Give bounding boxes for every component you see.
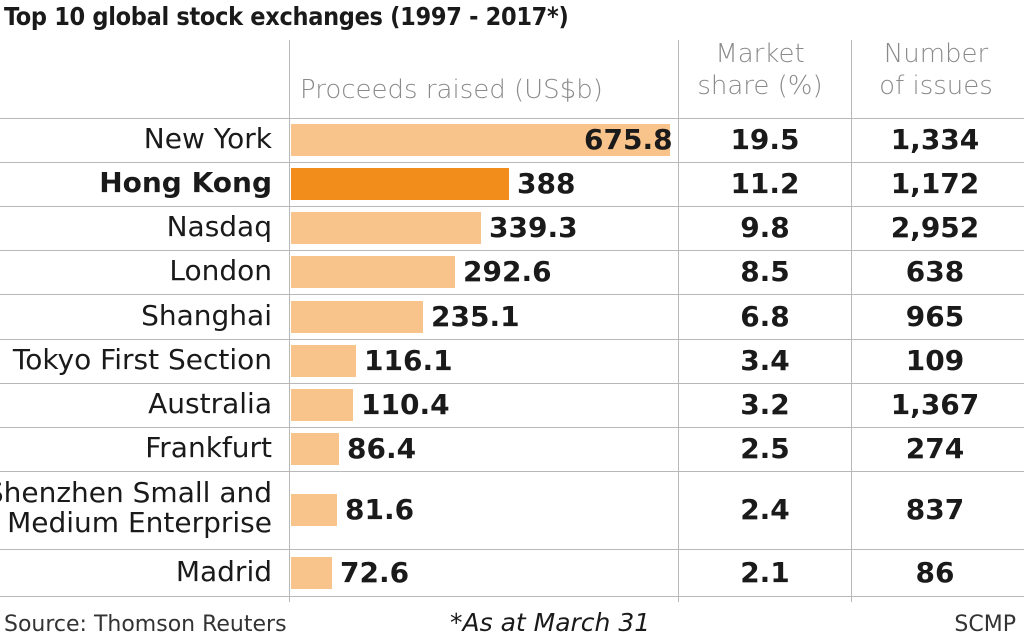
header-issues-line2: of issues: [879, 71, 993, 101]
row-divider: [0, 383, 1024, 384]
bar-value-label: 81.6: [345, 493, 415, 526]
bar-value-label: 86.4: [347, 432, 417, 465]
market-share-value: 3.4: [740, 344, 790, 377]
category-label: Hong Kong: [99, 166, 272, 199]
issues-value: 109: [905, 344, 965, 377]
market-share-value: 2.1: [740, 555, 790, 589]
header-market-share-line1: Market: [715, 39, 805, 69]
bar: [291, 212, 481, 244]
row-divider: [0, 549, 1024, 550]
bar: [291, 256, 455, 288]
bar: [291, 168, 509, 200]
chart-title: Top 10 global stock exchanges (1997 - 20…: [4, 2, 569, 31]
bar: [291, 494, 337, 526]
category-label: Shenzhen Small and Medium Enterprise: [0, 476, 272, 539]
issues-value: 1,334: [890, 123, 980, 156]
divider-issues: [851, 40, 852, 602]
bar-value-label: 235.1: [431, 299, 520, 333]
category-label: Madrid: [175, 554, 272, 588]
bar-value-label: 339.3: [489, 211, 578, 244]
header-issues-line1: Number: [883, 39, 989, 69]
issues-value: 638: [905, 255, 965, 288]
market-share-value: 3.2: [740, 388, 790, 421]
category-label: London: [169, 254, 272, 287]
bar: [291, 300, 423, 333]
category-label: Frankfurt: [145, 431, 272, 464]
category-label: Nasdaq: [166, 210, 272, 243]
bar: [291, 389, 353, 421]
market-share-value: 8.5: [740, 255, 790, 288]
divider-proceeds: [289, 40, 290, 602]
bar: [291, 124, 670, 156]
bar-value-label: 110.4: [361, 388, 450, 421]
issues-value: 1,172: [890, 167, 980, 200]
bar-value-label: 72.6: [340, 555, 410, 589]
header-number-of-issues: Number of issues: [858, 38, 1014, 102]
market-share-value: 6.8: [740, 299, 790, 333]
source-note: Source: Thomson Reuters: [4, 612, 287, 637]
divider-market-share: [678, 40, 679, 602]
issues-value: 837: [905, 493, 965, 526]
row-divider: [0, 250, 1024, 251]
row-divider: [0, 339, 1024, 340]
row-divider: [0, 162, 1024, 163]
header-market-share: Market share (%): [680, 38, 840, 102]
bar-value-label: 292.6: [463, 255, 552, 288]
category-label: New York: [143, 122, 272, 155]
market-share-value: 9.8: [740, 211, 790, 244]
category-label: Shanghai: [141, 298, 272, 332]
row-divider: [0, 596, 1024, 597]
bar-value-label: 675.8: [584, 123, 673, 156]
row-divider: [0, 427, 1024, 428]
market-share-value: 2.4: [740, 493, 790, 526]
header-divider: [0, 118, 1024, 119]
credit: SCMP: [954, 612, 1016, 637]
bar-value-label: 116.1: [364, 344, 453, 377]
market-share-value: 19.5: [730, 123, 800, 156]
bar-value-label: 388: [517, 167, 576, 200]
bar: [291, 556, 332, 589]
issues-value: 274: [905, 432, 965, 465]
row-divider: [0, 294, 1024, 295]
market-share-value: 2.5: [740, 432, 790, 465]
issues-value: 965: [905, 299, 965, 333]
issues-value: 2,952: [890, 211, 980, 244]
row-divider: [0, 471, 1024, 472]
header-market-share-line2: share (%): [697, 71, 823, 101]
bar: [291, 345, 356, 377]
market-share-value: 11.2: [730, 167, 800, 200]
footnote: *As at March 31: [450, 608, 651, 637]
header-proceeds: Proceeds raised (US$b): [300, 75, 603, 105]
category-label: Australia: [148, 387, 272, 420]
issues-value: 86: [915, 555, 955, 589]
issues-value: 1,367: [890, 388, 980, 421]
bar: [291, 433, 339, 465]
category-label: Tokyo First Section: [12, 343, 272, 376]
row-divider: [0, 206, 1024, 207]
